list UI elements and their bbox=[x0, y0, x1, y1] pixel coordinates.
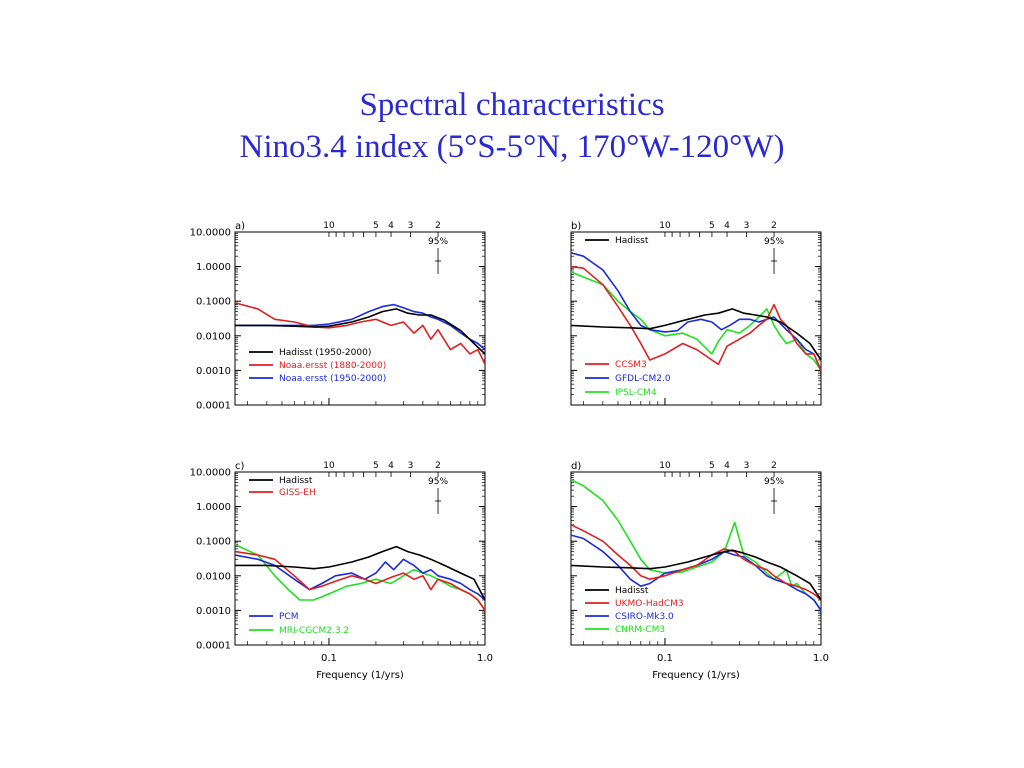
y-tick-label: 1.0000 bbox=[196, 262, 231, 273]
legend-label: Hadisst bbox=[279, 476, 313, 486]
plot-frame bbox=[570, 471, 822, 646]
top-period-label: 2 bbox=[771, 461, 777, 471]
y-tick-label: 0.0010 bbox=[196, 606, 231, 617]
series-group bbox=[235, 543, 485, 611]
series-line-ukmo-hadcm3 bbox=[571, 523, 821, 601]
legend-label: Noaa.ersst (1950-2000) bbox=[279, 374, 386, 384]
series-line-hadisst-1950-2000- bbox=[235, 308, 485, 355]
top-period-label: 2 bbox=[435, 221, 441, 231]
legend-label: Hadisst bbox=[615, 236, 649, 246]
chart-panel-a: 10 5 4 3 2 a) 10.0000 1.0000 0.1000 0.0100 0.0010 0… bbox=[170, 212, 650, 452]
chart-c-svg: 10 5 4 3 2 c) 10.0000 1.0000 0.1000 0.0100 0.0010 0… bbox=[190, 461, 493, 681]
legend-label: GFDL-CM2.0 bbox=[615, 374, 671, 384]
significance-label: 95% bbox=[764, 237, 784, 247]
legend-label: Noaa.ersst (1880-2000) bbox=[279, 361, 386, 371]
top-period-label: 10 bbox=[323, 461, 335, 471]
panel-label: b) bbox=[571, 221, 581, 232]
top-period-label: 4 bbox=[388, 221, 394, 231]
y-tick-label: 0.0010 bbox=[196, 366, 231, 377]
top-period-label: 3 bbox=[744, 221, 750, 231]
y-tick-label: 1.0000 bbox=[196, 502, 231, 513]
y-tick-label: 0.1000 bbox=[196, 537, 231, 548]
legend-label: CSIRO-Mk3.0 bbox=[615, 612, 674, 622]
plot-frame bbox=[234, 231, 486, 406]
panel-label: c) bbox=[235, 461, 244, 472]
significance-label: 95% bbox=[428, 477, 448, 487]
top-period-label: 5 bbox=[709, 221, 715, 231]
y-tick-label: 10.0000 bbox=[190, 228, 231, 239]
series-line-hadisst bbox=[571, 308, 821, 361]
x-tick-label: 0.1 bbox=[321, 653, 337, 664]
top-period-label: 2 bbox=[771, 221, 777, 231]
legend-label: MRI-CGCM2.3.2 bbox=[279, 626, 349, 636]
series-line-hadisst bbox=[571, 549, 821, 601]
x-tick-label: 1.0 bbox=[813, 653, 829, 664]
series-line-hadisst bbox=[235, 545, 485, 601]
chart-panel-b: 10 5 4 3 2 b) 95% Hadisst CCSM3 GFDL-CM2.0 IPSL-CM… bbox=[506, 212, 986, 452]
top-period-label: 3 bbox=[744, 461, 750, 471]
legend-label: Hadisst bbox=[615, 586, 649, 596]
panel-label: a) bbox=[235, 221, 245, 232]
legend-label: GISS-EH bbox=[279, 488, 316, 498]
slide-title-line2: Nino3.4 index (5°S-5°N, 170°W-120°W) bbox=[239, 129, 785, 165]
series-line-noaa-ersst-1880-2000- bbox=[235, 302, 485, 365]
series-line-csiro-mk3-0 bbox=[571, 534, 821, 611]
panel-label: d) bbox=[571, 461, 581, 472]
series-line-gfdl-cm2-0 bbox=[571, 252, 821, 371]
slide-title: Spectral characteristics Nino3.4 index (… bbox=[0, 84, 1024, 168]
chart-panel-d: 10 5 4 3 2 d) 0.1 1.0 Frequency (1/yrs) 95% Hadiss… bbox=[506, 452, 986, 692]
legend-label: Hadisst (1950-2000) bbox=[279, 348, 371, 358]
top-period-label: 5 bbox=[373, 461, 379, 471]
series-group bbox=[571, 252, 821, 371]
x-tick-label: 1.0 bbox=[477, 653, 493, 664]
legend-label: PCM bbox=[279, 612, 298, 622]
legend-label: CNRM-CM3 bbox=[615, 625, 665, 635]
series-line-ipsl-cm4 bbox=[571, 271, 821, 371]
legend-label: CCSM3 bbox=[615, 360, 647, 370]
legend-label: IPSL-CM4 bbox=[615, 388, 657, 398]
y-tick-label: 0.0100 bbox=[196, 571, 231, 582]
series-line-ccsm3 bbox=[571, 265, 821, 371]
y-tick-label: 10.0000 bbox=[190, 468, 231, 479]
significance-label: 95% bbox=[428, 237, 448, 247]
top-period-label: 10 bbox=[659, 461, 671, 471]
top-period-label: 10 bbox=[659, 221, 671, 231]
chart-a-svg: 10 5 4 3 2 a) 10.0000 1.0000 0.1000 0.0100 0.0010 0… bbox=[190, 221, 486, 412]
series-line-noaa-ersst-1950-2000- bbox=[235, 303, 485, 351]
series-group bbox=[571, 478, 821, 611]
x-axis-label: Frequency (1/yrs) bbox=[316, 670, 404, 681]
x-axis-label: Frequency (1/yrs) bbox=[652, 670, 740, 681]
chart-panel-c: 10 5 4 3 2 c) 10.0000 1.0000 0.1000 0.0100 0.0010 0… bbox=[170, 452, 650, 692]
series-group bbox=[235, 302, 485, 365]
y-tick-label: 0.0001 bbox=[196, 401, 231, 412]
chart-d-svg: 10 5 4 3 2 d) 0.1 1.0 Frequency (1/yrs) 95% Hadiss… bbox=[570, 461, 829, 681]
series-line-pcm bbox=[235, 554, 485, 601]
plot-frame bbox=[570, 231, 822, 406]
top-period-label: 4 bbox=[724, 461, 730, 471]
top-period-label: 2 bbox=[435, 461, 441, 471]
top-period-label: 4 bbox=[388, 461, 394, 471]
x-tick-label: 0.1 bbox=[657, 653, 673, 664]
top-period-label: 4 bbox=[724, 221, 730, 231]
y-tick-label: 0.1000 bbox=[196, 297, 231, 308]
plot-frame bbox=[234, 471, 486, 646]
y-tick-label: 0.0100 bbox=[196, 331, 231, 342]
top-period-label: 10 bbox=[323, 221, 335, 231]
significance-label: 95% bbox=[764, 477, 784, 487]
y-tick-label: 0.0001 bbox=[196, 641, 231, 652]
slide-title-line1: Spectral characteristics bbox=[359, 87, 665, 123]
top-period-label: 5 bbox=[373, 221, 379, 231]
series-line-giss-eh bbox=[235, 550, 485, 611]
chart-b-svg: 10 5 4 3 2 b) 95% Hadisst CCSM3 GFDL-CM2.0 IPSL-CM… bbox=[570, 221, 822, 406]
top-period-label: 5 bbox=[709, 461, 715, 471]
top-period-label: 3 bbox=[408, 221, 414, 231]
top-period-label: 3 bbox=[408, 461, 414, 471]
legend-label: UKMO-HadCM3 bbox=[615, 599, 684, 609]
